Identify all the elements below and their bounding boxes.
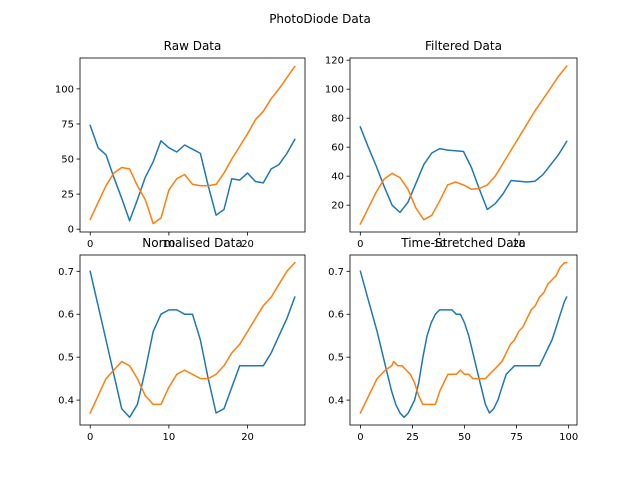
time-stretched-data-series-2-line — [359, 261, 568, 415]
normalised-data-series-2-line — [89, 261, 296, 414]
time-stretched-data-series-1-line — [359, 270, 568, 419]
normalised-data-y-tick-label: 0.7 — [58, 267, 74, 278]
time-stretched-data-x-tick-label: 75 — [510, 432, 523, 443]
filtered-data-y-tick-label: 80 — [331, 114, 344, 125]
raw-data-y-tick-label: 0 — [68, 225, 74, 236]
raw-data-title: Raw Data — [164, 39, 222, 53]
time-stretched-data-x-tick-label: 50 — [458, 432, 471, 443]
raw-data-series-2-line — [89, 65, 296, 225]
time-stretched-data-x-tick-label: 0 — [357, 432, 363, 443]
filtered-data-y-tick-label: 40 — [331, 172, 344, 183]
time-stretched-data-x-tick-label: 100 — [559, 432, 578, 443]
normalised-data-plot-area — [89, 261, 296, 419]
raw-data-y-tick-label: 100 — [55, 84, 74, 95]
filtered-data-x-tick-label: 0 — [357, 239, 363, 250]
normalised-data-series-1-line — [89, 270, 296, 419]
raw-data-y-tick-label: 50 — [61, 155, 74, 166]
normalised-data-axes-frame — [79, 254, 306, 426]
filtered-data-y-tick-label: 120 — [325, 56, 344, 67]
filtered-data-panel: Filtered Data 0 10 20 20 40 60 80 100 120 — [325, 39, 578, 250]
time-stretched-data-title: Time-Stretched Data — [400, 236, 525, 250]
normalised-data-x-tick-label: 10 — [163, 432, 176, 443]
raw-data-plot-area — [89, 65, 296, 225]
filtered-data-x-tick-label: 10 — [433, 239, 446, 250]
raw-data-panel: Raw Data 0 10 20 0 25 50 75 100 — [55, 39, 306, 250]
filtered-data-y-tick-label: 20 — [331, 201, 344, 212]
normalised-data-title: Normalised Data — [142, 236, 242, 250]
time-stretched-data-y-tick-label: 0.6 — [328, 310, 344, 321]
normalised-data-x-tick-label: 20 — [241, 432, 254, 443]
time-stretched-data-plot-area — [359, 261, 568, 419]
raw-data-axes-frame — [79, 57, 306, 233]
filtered-data-y-tick-label: 100 — [325, 85, 344, 96]
time-stretched-data-x-tick-label: 25 — [406, 432, 419, 443]
filtered-data-series-2-line — [359, 64, 568, 226]
raw-data-y-tick-label: 75 — [61, 119, 74, 130]
time-stretched-data-y-tick-label: 0.5 — [328, 353, 344, 364]
filtered-data-plot-area — [359, 64, 568, 226]
raw-data-x-tick-label: 0 — [87, 239, 93, 250]
time-stretched-data-axes-frame — [349, 254, 578, 426]
raw-data-series-1-line — [89, 124, 296, 222]
normalised-data-panel: Normalised Data 0 10 20 0.4 0.5 0.6 0.7 — [58, 236, 306, 443]
raw-data-x-tick-label: 10 — [163, 239, 176, 250]
filtered-data-y-tick-label: 60 — [331, 143, 344, 154]
normalised-data-x-tick-label: 0 — [87, 432, 93, 443]
filtered-data-x-tick-label: 20 — [513, 239, 526, 250]
raw-data-y-tick-label: 25 — [61, 190, 74, 201]
raw-data-x-tick-label: 20 — [241, 239, 254, 250]
normalised-data-y-tick-label: 0.5 — [58, 353, 74, 364]
time-stretched-data-y-tick-label: 0.7 — [328, 267, 344, 278]
time-stretched-data-y-tick-label: 0.4 — [328, 396, 344, 407]
figure-suptitle: PhotoDiode Data — [269, 12, 371, 26]
normalised-data-y-tick-label: 0.6 — [58, 310, 74, 321]
filtered-data-title: Filtered Data — [425, 39, 502, 53]
filtered-data-series-1-line — [359, 125, 568, 214]
normalised-data-y-tick-label: 0.4 — [58, 396, 74, 407]
filtered-data-axes-frame — [349, 57, 578, 233]
